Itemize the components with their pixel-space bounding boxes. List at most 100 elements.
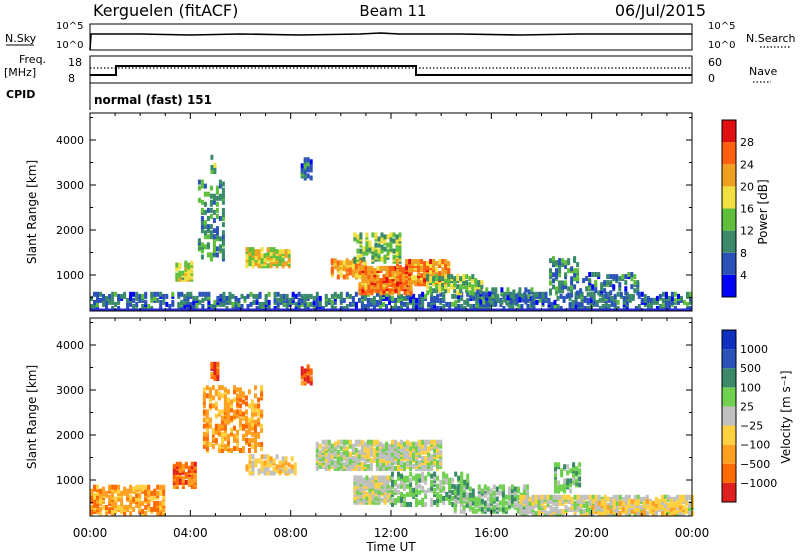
range-gate-cell (293, 466, 297, 472)
range-gate-cell (251, 454, 255, 460)
range-gate-cell (260, 441, 264, 447)
range-gate-cell (571, 299, 575, 305)
range-gate-cell (245, 415, 248, 421)
velocity-colorbar-tick: 500 (740, 362, 761, 375)
range-gate-cell (218, 244, 222, 250)
range-gate-cell (327, 439, 331, 445)
range-gate-cell (287, 468, 291, 474)
range-gate-cell (439, 493, 443, 499)
range-gate-cell (278, 249, 282, 255)
range-gate-cell (516, 494, 520, 500)
range-gate-cell (538, 291, 542, 297)
range-gate-cell (430, 291, 434, 297)
range-gate-cell (114, 291, 118, 297)
range-gate-cell (257, 403, 261, 409)
nsky-panel: N.Sky 10^5 10^0 10^5 10^0 N.Search (5, 21, 796, 51)
range-gate-cell (248, 462, 252, 468)
range-gate-cell (330, 299, 334, 305)
range-gate-cell (636, 280, 640, 286)
range-gate-cell (636, 494, 640, 500)
range-gate-cell (633, 494, 637, 500)
range-gate-cell (239, 387, 242, 393)
range-gate-cell (456, 490, 460, 496)
range-gate-cell (351, 461, 355, 467)
range-gate-cell (498, 490, 502, 496)
range-gate-cell (477, 484, 481, 490)
range-gate-cell (618, 282, 622, 288)
range-gate-cell (300, 370, 304, 376)
range-gate-cell (573, 500, 577, 506)
range-gate-cell (269, 247, 273, 253)
range-gate-cell (403, 301, 406, 307)
range-gate-cell (541, 291, 545, 297)
range-gate-cell (433, 471, 437, 477)
range-gate-cell (178, 479, 182, 485)
nsky-left-tick-bottom: 10^0 (56, 40, 83, 51)
range-gate-cell (223, 387, 227, 393)
range-gate-cell (578, 468, 582, 474)
range-gate-cell (388, 265, 392, 271)
freq-frame (89, 55, 693, 84)
range-gate-cell (435, 274, 439, 280)
range-gate-cell (568, 301, 572, 307)
range-gate-cell (273, 291, 277, 297)
range-gate-cell (570, 504, 574, 510)
nsky-line (89, 32, 692, 51)
range-gate-cell (561, 284, 565, 290)
range-gate-cell (585, 286, 589, 292)
range-gate-cell (547, 297, 551, 303)
range-gate-cell (202, 397, 206, 403)
range-gate-cell (108, 293, 112, 299)
range-gate-cell (618, 494, 622, 500)
range-gate-cell (368, 240, 372, 246)
range-gate-cell (679, 498, 682, 504)
range-gate-cell (359, 248, 363, 254)
range-gate-cell (204, 295, 208, 301)
range-gate-cell (177, 301, 181, 307)
range-gate-cell (105, 304, 108, 309)
range-gate-cell (426, 261, 430, 266)
range-gate-cell (220, 448, 224, 453)
range-gate-cell (409, 284, 413, 290)
range-gate-cell (408, 263, 412, 268)
range-gate-cell (489, 498, 493, 504)
range-gate-cell (205, 413, 209, 419)
range-gate-cell (518, 297, 522, 303)
range-gate-cell (200, 179, 204, 185)
range-gate-cell (375, 291, 379, 297)
x-tick-label: 00:00 (675, 526, 710, 540)
range-gate-cell (435, 267, 439, 273)
range-gate-cell (388, 451, 391, 457)
range-gate-cell (544, 291, 548, 297)
x-tick-label: 12:00 (374, 526, 409, 540)
range-gate-cell (242, 446, 245, 451)
range-gate-cell (159, 291, 163, 297)
range-gate-cell (369, 301, 373, 307)
range-gate-cell (420, 265, 424, 271)
range-gate-cell (537, 502, 541, 508)
range-gate-cell (159, 299, 163, 305)
range-gate-cell (380, 256, 384, 262)
range-gate-cell (654, 511, 658, 516)
range-gate-cell (117, 484, 121, 490)
range-gate-cell (549, 280, 552, 286)
range-gate-cell (212, 242, 216, 248)
range-gate-cell (242, 433, 245, 439)
range-gate-cell (306, 364, 310, 370)
x-tick-label: 20:00 (574, 526, 609, 540)
range-gate-cell (570, 292, 574, 298)
range-gate-cell (348, 464, 352, 469)
range-gate-cell (441, 259, 445, 264)
range-gate-cell (412, 441, 416, 447)
range-gate-cell (213, 299, 217, 305)
range-gate-cell (254, 393, 257, 399)
range-gate-cell (504, 506, 508, 512)
range-gate-cell (294, 301, 298, 307)
range-gate-cell (430, 485, 434, 491)
range-gate-cell (420, 273, 424, 279)
range-gate-cell (217, 409, 221, 415)
range-gate-cell (406, 491, 409, 497)
range-gate-cell (383, 238, 387, 244)
range-gate-cell (576, 498, 580, 504)
range-gate-cell (237, 301, 241, 307)
